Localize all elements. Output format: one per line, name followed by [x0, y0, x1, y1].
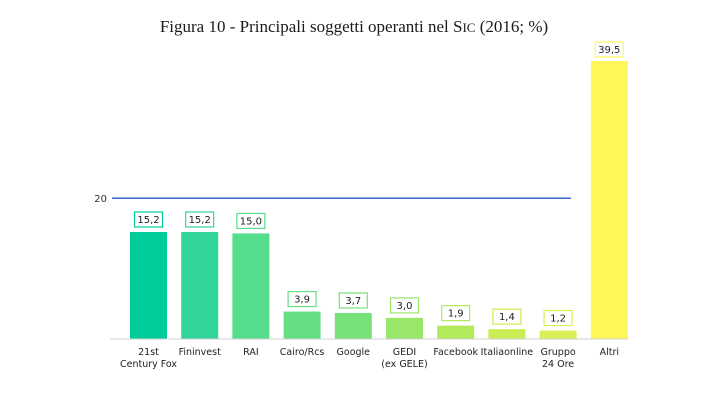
bar [334, 312, 372, 339]
data-label-box [287, 290, 317, 308]
data-label-box [441, 305, 471, 322]
labels-group: 15,2 21st Century Fox 15,2 Fininvest 15,0 RAI 3… [120, 41, 624, 370]
bar [437, 325, 475, 339]
bar [130, 232, 167, 339]
data-label-box [133, 211, 164, 228]
category-label: Italiaonline [481, 347, 534, 358]
category-label: Google [337, 347, 371, 358]
data-label: 15,0 [240, 216, 262, 227]
data-label: 1,2 [550, 314, 566, 325]
data-label: 15,2 [189, 215, 211, 226]
reference-line-group: 20 [94, 194, 571, 205]
bar [590, 61, 628, 339]
data-label-box [492, 308, 522, 325]
data-label: 1,4 [499, 312, 515, 323]
data-label-box [594, 41, 624, 58]
bar [488, 329, 526, 339]
category-label: Cairo/Rcs [280, 347, 325, 358]
data-label-box [389, 297, 420, 314]
data-label-box [236, 212, 266, 230]
bar [283, 311, 321, 339]
data-label: 15,2 [137, 215, 159, 226]
category-label: GEDI (ex GELE) [381, 347, 427, 370]
bars-group [130, 61, 628, 339]
category-label: Facebook [433, 347, 478, 358]
category-label: RAI [243, 347, 259, 358]
chart-title: Figura 10 - Principali soggetti operanti… [160, 17, 548, 36]
data-label: 1,9 [448, 309, 464, 320]
bar [539, 330, 577, 339]
bar [181, 232, 219, 339]
reference-line-label: 20 [94, 194, 107, 205]
data-label-box [185, 211, 215, 228]
category-label: Altri [600, 347, 619, 358]
data-label-box [543, 309, 573, 327]
data-label: 3,9 [294, 295, 310, 306]
data-label: 3,0 [397, 301, 413, 312]
category-label: Gruppo 24 Ore [541, 347, 576, 370]
bar [386, 317, 423, 339]
bar [232, 233, 270, 339]
category-label: 21st Century Fox [120, 347, 177, 370]
data-label: 39,5 [598, 45, 620, 56]
data-label: 3,7 [345, 296, 361, 307]
category-label: Fininvest [179, 347, 222, 358]
data-label-box [338, 292, 368, 309]
